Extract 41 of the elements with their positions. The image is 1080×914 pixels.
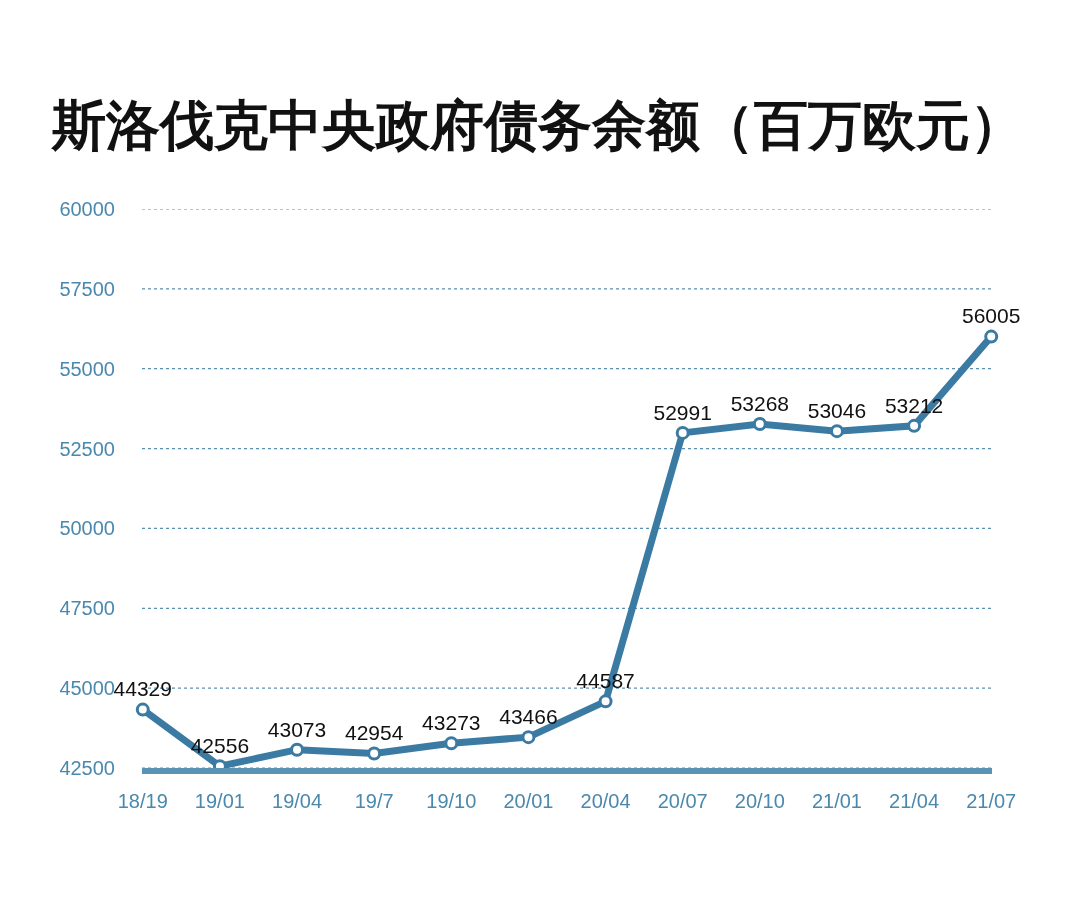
x-tick-label: 20/07 [657, 790, 708, 812]
x-tick-label: 19/04 [272, 790, 323, 812]
point [984, 329, 999, 344]
data-label: 43073 [267, 717, 327, 741]
y-tick-label: 45000 [59, 677, 115, 700]
point [444, 736, 459, 751]
x-tick-label: 20/01 [503, 790, 554, 812]
x-tick-label: 21/04 [889, 790, 940, 812]
x-tick-label: 20/10 [734, 790, 785, 812]
data-label: 42954 [344, 721, 404, 745]
y-tick-label: 60000 [59, 198, 115, 220]
y-tick-label: 42500 [59, 757, 115, 779]
x-tick-label: 19/10 [426, 790, 477, 812]
data-label: 53046 [807, 399, 867, 423]
y-tick-label: 47500 [59, 597, 115, 620]
data-label: 44329 [113, 677, 172, 701]
point [675, 425, 690, 440]
point [598, 694, 613, 709]
point [907, 418, 922, 433]
point [135, 702, 150, 717]
x-tick-label: 19/01 [194, 790, 245, 812]
y-tick-label: 52500 [59, 437, 115, 460]
chart-title: 斯洛伐克中央政府债务余额（百万欧元） [50, 94, 1024, 158]
point [752, 417, 767, 432]
point [521, 730, 536, 745]
x-tick-label: 20/04 [580, 790, 631, 812]
x-tick-label: 21/07 [966, 790, 1017, 812]
x-tick-label: 21/01 [811, 790, 862, 812]
y-tick-label: 55000 [59, 357, 115, 380]
data-label: 52991 [653, 400, 712, 424]
data-label: 56005 [962, 304, 1021, 328]
point [367, 746, 382, 761]
y-tick-label: 50000 [59, 517, 115, 540]
data-label: 43273 [422, 711, 481, 735]
x-tick-label: 18/19 [117, 790, 168, 812]
data-label: 43466 [499, 705, 558, 729]
data-label: 53268 [730, 391, 790, 415]
point [290, 742, 305, 757]
x-tick-label: 19/7 [354, 790, 394, 812]
point [829, 424, 844, 439]
y-tick-label: 57500 [59, 277, 115, 300]
